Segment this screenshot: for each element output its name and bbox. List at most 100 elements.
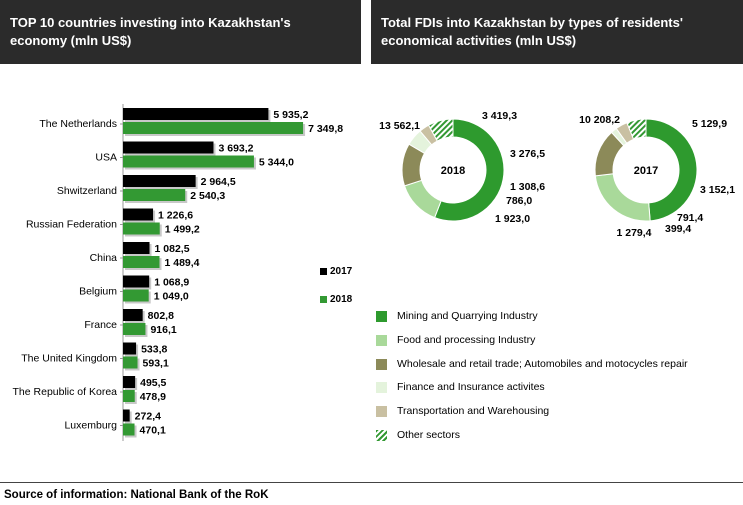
value-label-2018-shwitzerland: 2 540,3 xyxy=(190,190,225,202)
value-label-2018-belgium: 1 049,0 xyxy=(154,291,189,303)
donut-2017-value-food-and-processing-industry: 5 129,9 xyxy=(692,118,727,130)
sector-legend: Mining and Quarrying Industry Food and pr… xyxy=(376,309,741,452)
footer-divider xyxy=(0,482,743,483)
donut-2018-slice-food-and-processing-industry xyxy=(403,179,442,219)
value-label-2018-the-netherlands: 7 349,8 xyxy=(308,123,343,135)
donut-2018-value-transportation-and-warehousing: 786,0 xyxy=(506,195,532,207)
legend-label-wholesale-and-retail-trade-automobiles-and-motocycles-repair: Wholesale and retail trade; Automobiles … xyxy=(397,357,688,370)
bar-2018-luxemburg xyxy=(123,423,135,436)
donut-2018-value-food-and-processing-industry: 3 419,3 xyxy=(482,110,517,122)
legend-item-food-and-processing-industry: Food and processing Industry xyxy=(376,333,741,357)
legend-swatch-wholesale-and-retail-trade-automobiles-and-motocycles-repair xyxy=(376,358,387,370)
legend-swatch-food-and-processing-industry xyxy=(376,334,387,346)
category-label-france: France xyxy=(84,319,117,331)
category-label-russian-federation: Russian Federation xyxy=(26,219,117,231)
value-label-2017-the-united-kingdom: 533,8 xyxy=(141,344,167,356)
category-label-the-netherlands: The Netherlands xyxy=(39,118,117,130)
bar-2018-china xyxy=(123,256,160,268)
value-label-2017-luxemburg: 272,4 xyxy=(135,411,161,423)
value-label-2017-the-republic-of-korea: 495,5 xyxy=(140,377,166,389)
right-chart-title: Total FDIs into Kazakhstan by types of r… xyxy=(371,0,743,64)
source-note: Source of information: National Bank of … xyxy=(4,489,269,501)
legend-label-transportation-and-warehousing: Transportation and Warehousing xyxy=(397,405,550,418)
bar-2018-belgium xyxy=(123,289,149,302)
legend-label-finance-and-insurance-activites: Finance and Insurance activites xyxy=(397,381,545,394)
bar-2017-france xyxy=(123,309,143,321)
value-label-2017-china: 1 082,5 xyxy=(155,243,190,255)
category-label-belgium: Belgium xyxy=(79,286,117,298)
value-label-2017-belgium: 1 068,9 xyxy=(154,277,189,289)
legend-swatch-2017 xyxy=(320,268,327,275)
value-label-2018-the-republic-of-korea: 478,9 xyxy=(140,391,166,403)
donut-2017-slice-food-and-processing-industry xyxy=(594,173,651,222)
donut-2018-slice-mining-and-quarrying-industry xyxy=(433,118,505,222)
donut-2018-slice-other-sectors xyxy=(427,118,454,142)
legend-item-other-sectors: Other sectors xyxy=(376,428,741,452)
donut-2017-slice-mining-and-quarrying-industry xyxy=(645,118,698,222)
bar-2018-usa xyxy=(123,155,254,168)
bar-2017-china xyxy=(123,242,150,254)
legend-item-wholesale-and-retail-trade-automobiles-and-motocycles-repair: Wholesale and retail trade; Automobiles … xyxy=(376,357,741,381)
donut-chart-2018: 2018 13 562,1 3 419,3 3 276,5 1 308,6 786,0 1 … xyxy=(379,110,545,225)
bar-2017-russian-federation xyxy=(123,208,154,221)
donut-2017-value-other-sectors: 1 279,4 xyxy=(616,227,651,239)
bar-2017-belgium xyxy=(123,275,150,288)
legend-label-other-sectors: Other sectors xyxy=(397,428,461,441)
legend-item-mining-and-quarrying-industry: Mining and Quarrying Industry xyxy=(376,309,741,333)
category-label-the-united-kingdom: The United Kingdom xyxy=(21,353,117,365)
legend-swatch-2018 xyxy=(320,296,327,303)
left-chart-title: TOP 10 countries investing into Kazakhst… xyxy=(0,0,361,64)
donut-2018-value-mining-and-quarrying-industry: 13 562,1 xyxy=(379,120,420,132)
donut-center-label-2018: 2018 xyxy=(441,165,465,177)
legend-label-2018: 2018 xyxy=(330,294,353,305)
donut-2017-value-finance-and-insurance-activites: 399,4 xyxy=(665,223,691,235)
donut-2017-slice-other-sectors xyxy=(626,118,647,141)
donut-2017-value-wholesale-and-retail-trade-automobiles-and-motocycles-repair: 3 152,1 xyxy=(700,184,735,196)
donut-2017-value-mining-and-quarrying-industry: 10 208,2 xyxy=(579,114,620,126)
legend-label-mining-and-quarrying-industry: Mining and Quarrying Industry xyxy=(397,310,538,322)
category-label-luxemburg: Luxemburg xyxy=(64,420,117,432)
category-label-shwitzerland: Shwitzerland xyxy=(57,185,117,197)
category-label-usa: USA xyxy=(95,152,117,164)
top10-bar-chart: The Netherlands 5 935,27 349,8 USA 3 693,2 5… xyxy=(13,104,343,441)
bar-2018-france xyxy=(123,323,146,335)
value-label-2018-the-united-kingdom: 593,1 xyxy=(143,358,169,370)
bar-2017-luxemburg xyxy=(123,409,130,422)
donut-2018-value-wholesale-and-retail-trade-automobiles-and-motocycles-repair: 3 276,5 xyxy=(510,148,545,160)
value-label-2018-usa: 5 344,0 xyxy=(259,157,294,169)
value-label-2018-france: 916,1 xyxy=(150,324,176,336)
value-label-2018-china: 1 489,4 xyxy=(164,257,199,269)
legend-label-2017: 2017 xyxy=(330,266,353,277)
category-label-the-republic-of-korea: The Republic of Korea xyxy=(13,386,118,398)
value-label-2017-russian-federation: 1 226,6 xyxy=(158,210,193,222)
donut-2017-value-transportation-and-warehousing: 791,4 xyxy=(677,212,703,224)
bar-2018-the-republic-of-korea xyxy=(123,390,135,402)
bar-2018-the-united-kingdom xyxy=(123,356,138,369)
legend-item-transportation-and-warehousing: Transportation and Warehousing xyxy=(376,404,741,428)
legend-label-food-and-processing-industry: Food and processing Industry xyxy=(397,333,536,346)
value-label-2017-the-netherlands: 5 935,2 xyxy=(273,109,308,121)
bar-2018-russian-federation xyxy=(123,222,160,235)
donut-2018-value-other-sectors: 1 923,0 xyxy=(495,213,530,225)
bar-2018-shwitzerland xyxy=(123,189,186,201)
legend-item-finance-and-insurance-activites: Finance and Insurance activites xyxy=(376,380,741,404)
charts-canvas: The Netherlands 5 935,27 349,8 USA 3 693,2 5… xyxy=(13,104,735,441)
value-label-2017-shwitzerland: 2 964,5 xyxy=(201,176,236,188)
bar-2017-the-united-kingdom xyxy=(123,342,137,355)
bar-2017-usa xyxy=(123,141,214,154)
bar-2017-the-republic-of-korea xyxy=(123,376,136,388)
legend-swatch-transportation-and-warehousing xyxy=(376,406,387,418)
legend-swatch-finance-and-insurance-activites xyxy=(376,382,387,394)
value-label-2018-russian-federation: 1 499,2 xyxy=(165,224,200,236)
legend-swatch-other-sectors xyxy=(376,429,387,441)
value-label-2017-usa: 3 693,2 xyxy=(218,143,253,155)
bar-2017-shwitzerland xyxy=(123,175,196,187)
legend-swatch-mining-and-quarrying-industry xyxy=(376,311,387,322)
donut-2018-value-finance-and-insurance-activites: 1 308,6 xyxy=(510,181,545,193)
donut-center-label-2017: 2017 xyxy=(634,165,658,177)
category-label-china: China xyxy=(90,252,118,264)
value-label-2017-france: 802,8 xyxy=(148,310,174,322)
bar-2017-the-netherlands xyxy=(123,108,269,120)
bar-2018-the-netherlands xyxy=(123,122,304,134)
